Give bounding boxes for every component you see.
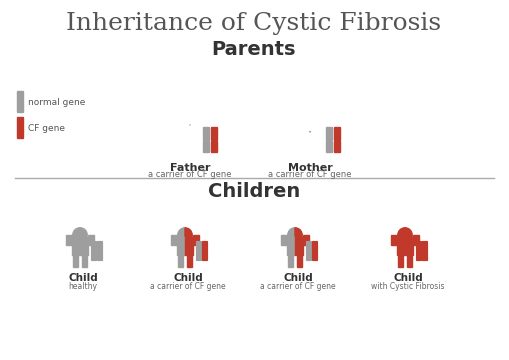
- Wedge shape: [80, 228, 87, 242]
- Bar: [178, 255, 183, 267]
- FancyBboxPatch shape: [422, 253, 428, 260]
- Bar: [288, 255, 293, 267]
- FancyBboxPatch shape: [212, 127, 217, 140]
- Bar: [171, 235, 177, 245]
- Bar: [295, 237, 303, 255]
- FancyBboxPatch shape: [98, 253, 102, 260]
- FancyBboxPatch shape: [416, 253, 421, 260]
- FancyBboxPatch shape: [203, 253, 207, 260]
- Wedge shape: [178, 228, 185, 242]
- Bar: [72, 237, 80, 255]
- Bar: [397, 237, 405, 255]
- Bar: [80, 237, 88, 255]
- FancyBboxPatch shape: [306, 242, 312, 252]
- Text: Child: Child: [283, 273, 313, 283]
- FancyBboxPatch shape: [204, 127, 210, 140]
- Bar: [185, 237, 193, 255]
- Wedge shape: [295, 228, 302, 242]
- Text: Child: Child: [173, 273, 203, 283]
- FancyBboxPatch shape: [17, 117, 23, 139]
- FancyBboxPatch shape: [212, 141, 217, 153]
- Text: with Cystic Fibrosis: with Cystic Fibrosis: [371, 282, 445, 291]
- FancyBboxPatch shape: [17, 91, 23, 112]
- FancyBboxPatch shape: [196, 253, 202, 260]
- Wedge shape: [288, 228, 295, 242]
- FancyBboxPatch shape: [204, 141, 210, 153]
- FancyBboxPatch shape: [334, 141, 341, 153]
- Text: healthy: healthy: [69, 282, 98, 291]
- Bar: [73, 255, 78, 267]
- Bar: [391, 235, 397, 245]
- Text: normal gene: normal gene: [28, 98, 86, 107]
- Text: a carrier of CF gene: a carrier of CF gene: [150, 282, 226, 291]
- Bar: [297, 255, 302, 267]
- Text: Child: Child: [68, 273, 98, 283]
- FancyBboxPatch shape: [306, 253, 312, 260]
- Bar: [407, 255, 412, 267]
- Text: Mother: Mother: [288, 163, 332, 173]
- Bar: [88, 235, 94, 245]
- FancyBboxPatch shape: [196, 242, 202, 252]
- Text: Parents: Parents: [212, 40, 296, 59]
- Text: Children: Children: [208, 182, 300, 201]
- Bar: [413, 235, 419, 245]
- FancyBboxPatch shape: [416, 242, 421, 252]
- Text: Child: Child: [393, 273, 423, 283]
- Bar: [405, 237, 413, 255]
- FancyBboxPatch shape: [92, 242, 96, 252]
- FancyBboxPatch shape: [326, 141, 332, 153]
- Text: Inheritance of Cystic Fibrosis: Inheritance of Cystic Fibrosis: [67, 12, 442, 35]
- Bar: [177, 237, 185, 255]
- Bar: [287, 237, 295, 255]
- Wedge shape: [398, 228, 405, 242]
- FancyBboxPatch shape: [422, 242, 428, 252]
- FancyBboxPatch shape: [203, 242, 207, 252]
- Bar: [398, 255, 403, 267]
- FancyBboxPatch shape: [334, 127, 341, 140]
- Bar: [82, 255, 87, 267]
- FancyBboxPatch shape: [313, 242, 318, 252]
- Bar: [66, 235, 72, 245]
- Wedge shape: [185, 228, 192, 242]
- FancyBboxPatch shape: [98, 242, 102, 252]
- Text: CF gene: CF gene: [28, 123, 65, 132]
- FancyBboxPatch shape: [313, 253, 318, 260]
- Bar: [193, 235, 199, 245]
- Bar: [187, 255, 192, 267]
- FancyBboxPatch shape: [92, 253, 96, 260]
- Text: a carrier of CF gene: a carrier of CF gene: [260, 282, 336, 291]
- FancyBboxPatch shape: [326, 127, 332, 140]
- Bar: [303, 235, 309, 245]
- Wedge shape: [405, 228, 412, 242]
- Text: Father: Father: [169, 163, 210, 173]
- Bar: [281, 235, 287, 245]
- Text: a carrier of CF gene: a carrier of CF gene: [268, 170, 352, 179]
- Text: a carrier of CF gene: a carrier of CF gene: [148, 170, 232, 179]
- Wedge shape: [73, 228, 80, 242]
